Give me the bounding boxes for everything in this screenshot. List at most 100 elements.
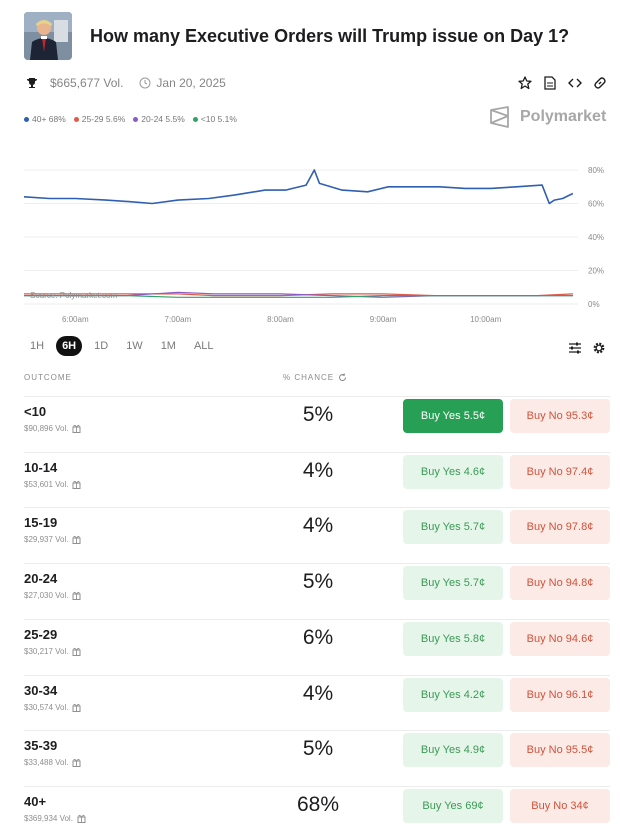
gear-icon[interactable] <box>592 341 606 355</box>
outcome-volume: $33,488 Vol. <box>24 758 81 768</box>
buy-yes-button[interactable]: Buy Yes 4.6¢ <box>403 454 503 489</box>
legend-dot <box>73 116 79 122</box>
market-meta: $665,677 Vol. Jan 20, 2025 <box>24 74 608 92</box>
y-tick-label: 40% <box>588 233 604 242</box>
buy-no-button[interactable]: Buy No 94.8¢ <box>510 566 610 601</box>
timeframe-1d[interactable]: 1D <box>94 340 109 352</box>
trophy-icon <box>24 75 40 91</box>
brand-name: Polymarket <box>520 108 607 125</box>
timeframe-all[interactable]: ALL <box>193 340 214 352</box>
link-icon[interactable] <box>592 75 608 91</box>
outcome-volume: $90,896 Vol. <box>24 424 81 433</box>
buy-yes-button[interactable]: Buy Yes 69¢ <box>403 788 503 823</box>
y-tick-label: 60% <box>588 200 604 209</box>
legend-label: 40+ 68% <box>32 114 66 124</box>
outcome-volume: $369,934 Vol. <box>24 814 86 823</box>
outcome-row: 30-34 $30,574 Vol. 4% Buy Yes 4.2¢ Buy No 96… <box>24 674 610 731</box>
outcome-volume-text: $29,937 Vol. <box>24 535 69 545</box>
buy-no-button[interactable]: Buy No 97.4¢ <box>510 454 610 489</box>
legend-dot <box>133 116 139 122</box>
series-line-3 <box>24 295 573 298</box>
outcome-chance: 5% <box>302 737 334 761</box>
buy-yes-button[interactable]: Buy Yes 4.2¢ <box>403 677 503 712</box>
document-icon[interactable] <box>542 75 558 91</box>
buy-no-button[interactable]: Buy No 34¢ <box>510 788 610 823</box>
x-tick-label: 6:00am <box>62 315 89 324</box>
outcome-row: 40+ $369,934 Vol. 68% Buy Yes 69¢ Buy No 34¢ <box>24 785 610 839</box>
outcome-volume: $53,601 Vol. <box>24 480 81 489</box>
buy-yes-button[interactable]: Buy Yes 5.8¢ <box>403 621 503 656</box>
legend-item: 20-24 5.5% <box>133 114 185 124</box>
outcome-chance: 68% <box>296 792 340 816</box>
legend-item: 40+ 68% <box>24 114 66 124</box>
legend-dot <box>24 116 29 122</box>
series-line-0 <box>23 169 574 205</box>
outcome-row: 15-19 $29,937 Vol. 4% Buy Yes 5.7¢ Buy No 97… <box>24 507 610 563</box>
outcome-volume-text: $369,934 Vol. <box>24 813 73 823</box>
market-thumbnail <box>24 12 72 60</box>
outcome-row: 10-14 $53,601 Vol. 4% Buy Yes 4.6¢ Buy No 97… <box>24 451 610 508</box>
outcome-row: 35-39 $33,488 Vol. 5% Buy Yes 4.9¢ Buy No 95… <box>24 730 610 786</box>
buy-yes-button[interactable]: Buy Yes 5.7¢ <box>403 566 503 601</box>
outcome-chance: 4% <box>302 458 334 482</box>
y-tick-label: 0% <box>588 300 600 309</box>
buy-yes-button[interactable]: Buy Yes 5.5¢ <box>403 399 503 433</box>
outcome-volume: $30,217 Vol. <box>24 647 81 656</box>
legend-label: 20-24 5.5% <box>141 114 185 124</box>
x-tick-label: 9:00am <box>370 315 397 324</box>
polymarket-logo: Polymarket <box>488 106 606 128</box>
outcome-range: 15-19 <box>24 515 58 531</box>
gift-icon <box>72 424 81 433</box>
chance-column-label: % CHANCE <box>283 373 335 382</box>
outcome-range: 10-14 <box>24 459 58 475</box>
outcome-chance: 5% <box>302 403 334 426</box>
outcome-volume-text: $30,217 Vol. <box>24 646 69 656</box>
outcome-range: 35-39 <box>24 738 58 754</box>
outcome-chance: 6% <box>302 625 334 649</box>
market-volume: $665,677 Vol. <box>50 76 124 90</box>
chart-source-watermark: Source: Polymarket.com <box>30 291 117 300</box>
outcome-column-header: OUTCOME <box>24 373 72 382</box>
buy-no-button[interactable]: Buy No 97.8¢ <box>510 510 610 545</box>
clock-icon <box>139 77 151 89</box>
chart-settings-sliders-icon[interactable] <box>568 341 582 355</box>
price-chart: 80% 60% 40% 20% 0% 6:00am 7:00am 8:00am 9:00am 10… <box>23 166 604 324</box>
outcome-range: <10 <box>24 404 47 419</box>
buy-yes-button[interactable]: Buy Yes 5.7¢ <box>403 510 503 545</box>
outcome-volume-text: $53,601 Vol. <box>24 479 69 489</box>
outcome-row: 25-29 $30,217 Vol. 6% Buy Yes 5.8¢ Buy No 94… <box>24 618 610 675</box>
timeframe-1w[interactable]: 1W <box>126 340 143 352</box>
x-tick-label: 8:00am <box>267 315 294 324</box>
outcome-volume: $29,937 Vol. <box>24 535 81 545</box>
legend-item: <10 5.1% <box>192 114 237 124</box>
buy-no-button[interactable]: Buy No 95.5¢ <box>510 733 610 768</box>
gift-icon <box>72 480 81 489</box>
star-icon[interactable] <box>517 75 533 91</box>
legend-label: 25-29 5.6% <box>81 114 126 124</box>
buy-no-button[interactable]: Buy No 96.1¢ <box>510 677 610 712</box>
outcome-range: 40+ <box>24 793 47 809</box>
timeframe-1m[interactable]: 1M <box>160 340 176 352</box>
outcome-range: 25-29 <box>24 626 58 642</box>
gift-icon <box>72 536 81 545</box>
timeframe-1h[interactable]: 1H <box>30 340 45 352</box>
legend-dot <box>192 116 198 122</box>
gift-icon <box>72 759 81 768</box>
gift-icon <box>77 814 86 823</box>
outcome-volume-text: $27,030 Vol. <box>24 591 69 601</box>
embed-code-icon[interactable] <box>567 75 583 91</box>
chance-column-header[interactable]: % CHANCE <box>283 373 347 382</box>
buy-no-button[interactable]: Buy No 94.6¢ <box>510 621 610 656</box>
outcome-volume-text: $30,574 Vol. <box>24 702 69 712</box>
buy-yes-button[interactable]: Buy Yes 4.9¢ <box>403 733 503 768</box>
gift-icon <box>72 703 81 712</box>
y-tick-label: 80% <box>588 166 604 175</box>
timeframe-6h[interactable]: 6H <box>56 336 83 356</box>
outcome-row: 20-24 $27,030 Vol. 5% Buy Yes 5.7¢ Buy No 94… <box>24 563 610 619</box>
outcome-chance: 5% <box>302 570 334 594</box>
refresh-icon <box>339 373 347 381</box>
x-tick-label: 7:00am <box>165 315 192 324</box>
market-date: Jan 20, 2025 <box>156 76 226 90</box>
outcome-volume-text: $33,488 Vol. <box>24 758 69 768</box>
buy-no-button[interactable]: Buy No 95.3¢ <box>510 399 610 433</box>
